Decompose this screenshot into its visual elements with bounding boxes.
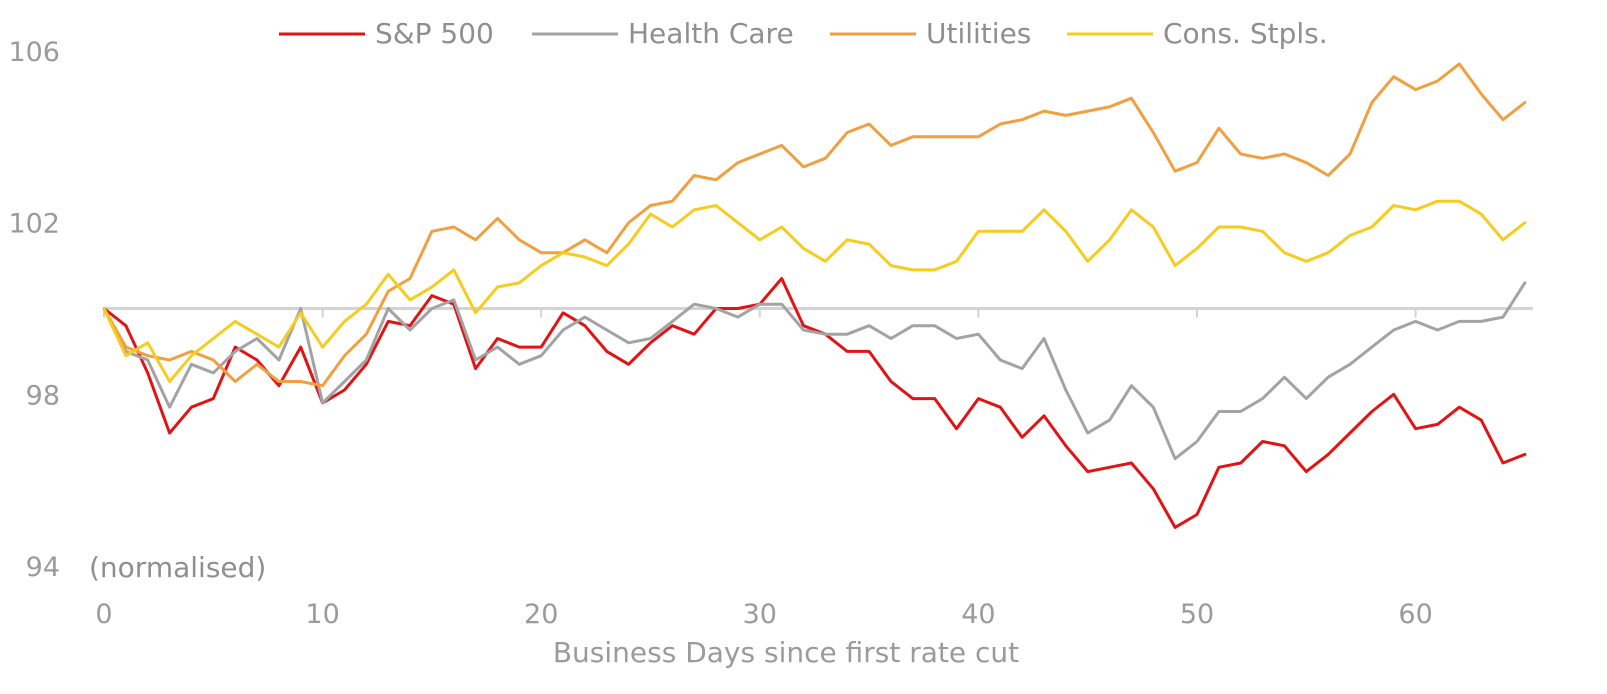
series-line-utilities bbox=[102, 62, 1527, 388]
series-line-cons-stpls bbox=[102, 199, 1527, 383]
normalised-note: (normalised) bbox=[89, 551, 266, 584]
x-tick-label: 20 bbox=[524, 599, 558, 630]
legend-label-utilities: Utilities bbox=[926, 17, 1031, 50]
x-tick-label: 50 bbox=[1180, 599, 1214, 630]
x-tick-label: 0 bbox=[95, 599, 112, 630]
x-axis: 0 10 20 30 40 50 60 bbox=[95, 307, 1533, 630]
x-tick-label: 10 bbox=[305, 599, 339, 630]
legend-label-cons-stpls: Cons. Stpls. bbox=[1163, 17, 1328, 50]
x-tick-label: 60 bbox=[1398, 599, 1432, 630]
series-line-health-care bbox=[102, 281, 1527, 461]
x-axis-title: Business Days since first rate cut bbox=[553, 636, 1019, 669]
legend-label-s-p-500: S&P 500 bbox=[375, 17, 494, 50]
y-axis-ticks: 94 98 102 106 bbox=[8, 37, 60, 583]
y-tick-label: 98 bbox=[26, 380, 60, 411]
legend: S&P 500 Health Care Utilities Cons. Stpls. bbox=[279, 17, 1328, 50]
series-line-s-p-500 bbox=[102, 277, 1527, 529]
x-tick-label: 30 bbox=[743, 599, 777, 630]
y-tick-label: 106 bbox=[8, 37, 60, 68]
y-tick-label: 102 bbox=[8, 209, 60, 240]
series-lines bbox=[102, 62, 1527, 529]
legend-label-health-care: Health Care bbox=[628, 17, 794, 50]
y-tick-label: 94 bbox=[26, 552, 60, 583]
x-tick-label: 40 bbox=[961, 599, 995, 630]
